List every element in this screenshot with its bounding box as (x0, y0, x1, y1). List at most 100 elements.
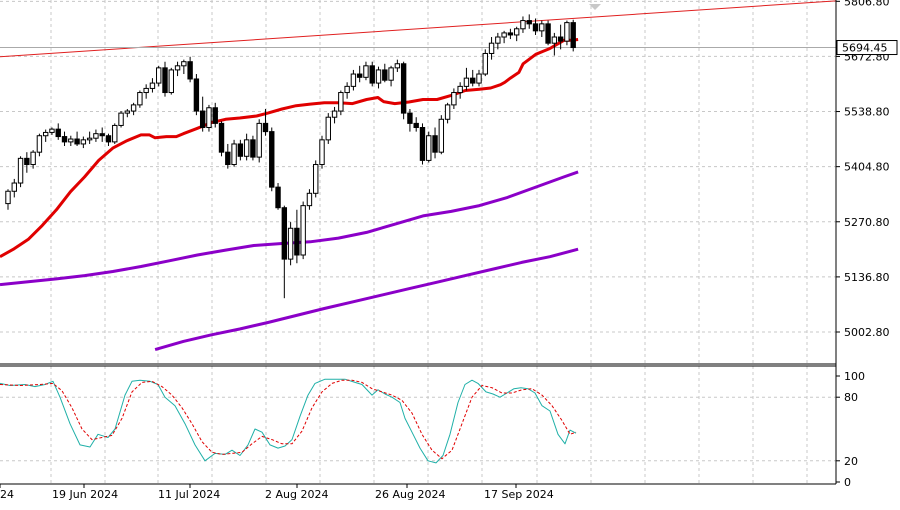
candle-up (451, 92, 457, 106)
candle-down (99, 133, 105, 137)
candle-up (287, 227, 294, 260)
oscillator-tick-label: 20 (844, 455, 858, 468)
candle-up (243, 139, 250, 157)
candle-down (237, 143, 244, 157)
candle (344, 82, 350, 99)
candle (382, 63, 388, 83)
candle (275, 183, 281, 210)
candle-down (557, 36, 564, 42)
time-tick-label: 2 Aug 2024 (265, 488, 328, 501)
candle (55, 123, 61, 140)
candle-up (5, 190, 11, 205)
price-plot-area (0, 0, 836, 352)
candle (187, 56, 193, 83)
candle-down (162, 67, 168, 94)
price-panel (0, 0, 836, 352)
candle (356, 65, 363, 83)
oscillator-panel (0, 378, 577, 464)
candle (319, 135, 325, 169)
candle-down (294, 227, 300, 256)
price-tick-label: 5538.80 (844, 106, 890, 119)
candle (419, 123, 426, 165)
candle-up (564, 22, 570, 42)
candle (162, 61, 168, 97)
candle (168, 67, 174, 95)
candle-up (93, 133, 99, 139)
candle-down (262, 122, 269, 133)
candle (501, 30, 507, 44)
candle (49, 127, 55, 135)
candle (112, 123, 118, 144)
candle-up (495, 36, 501, 44)
candle-up (181, 61, 187, 67)
candle-up (206, 107, 212, 129)
candle-up (112, 124, 118, 143)
candle (470, 69, 476, 87)
candle-down (55, 128, 61, 138)
candle-up (513, 28, 520, 36)
candle-down (269, 131, 275, 188)
candle-down (419, 127, 426, 161)
candle-up (86, 137, 93, 141)
candle (306, 189, 313, 210)
candle (570, 19, 576, 52)
candle-down (218, 122, 225, 153)
candle (93, 129, 99, 142)
candle (269, 127, 275, 192)
candle (300, 201, 306, 260)
candle (545, 20, 551, 46)
candle-up (137, 92, 143, 106)
candle-down (187, 61, 193, 80)
oscillator-tick-label: 0 (844, 476, 851, 489)
candle (68, 135, 74, 147)
candle-down (275, 186, 281, 209)
candle (105, 133, 112, 147)
candle-up (444, 104, 451, 120)
time-tick-label: 19 Jun 2024 (52, 488, 118, 501)
candle-down (545, 23, 551, 44)
candle-up (11, 182, 17, 192)
candle-up (350, 73, 357, 87)
candle (130, 102, 137, 116)
candle-down (407, 112, 413, 124)
candle (5, 189, 11, 210)
candle (86, 131, 93, 144)
candle (463, 67, 470, 91)
candle-up (331, 110, 338, 118)
candle-up (306, 192, 313, 207)
candle-down (212, 107, 218, 124)
candle-down (250, 139, 256, 158)
price-axis: 5806.805672.805538.805404.805270.805136.… (836, 0, 898, 339)
candle (507, 28, 514, 40)
gridlines (0, 0, 836, 484)
candle (513, 26, 520, 42)
candle-up (17, 157, 24, 184)
candle-down (61, 136, 68, 143)
candle (551, 32, 558, 56)
candle-up (539, 23, 545, 32)
candle (199, 96, 206, 132)
candle-up (49, 128, 55, 133)
candle (218, 121, 225, 157)
time-tick-label: 24 (0, 488, 14, 501)
candle (400, 61, 407, 120)
oscillator-signal-line (0, 379, 577, 460)
candle-up (476, 73, 482, 84)
ma-slowest-line (154, 247, 579, 352)
time-tick-label: 26 Aug 2024 (375, 488, 445, 501)
candle-down (532, 23, 539, 32)
candle (11, 178, 17, 198)
price-tick-label: 5270.80 (844, 216, 890, 229)
candle-up (174, 65, 181, 71)
candle (363, 61, 369, 81)
candle-up (520, 20, 526, 30)
oscillator-tick-label: 80 (844, 391, 858, 404)
candle-up (388, 67, 394, 81)
candle (193, 74, 200, 116)
candle-down (382, 69, 388, 81)
oscillator-plot-area (0, 378, 577, 464)
oscillator-axis: 100 80 20 0 (836, 370, 865, 489)
candle (212, 102, 218, 128)
candle (281, 205, 288, 299)
